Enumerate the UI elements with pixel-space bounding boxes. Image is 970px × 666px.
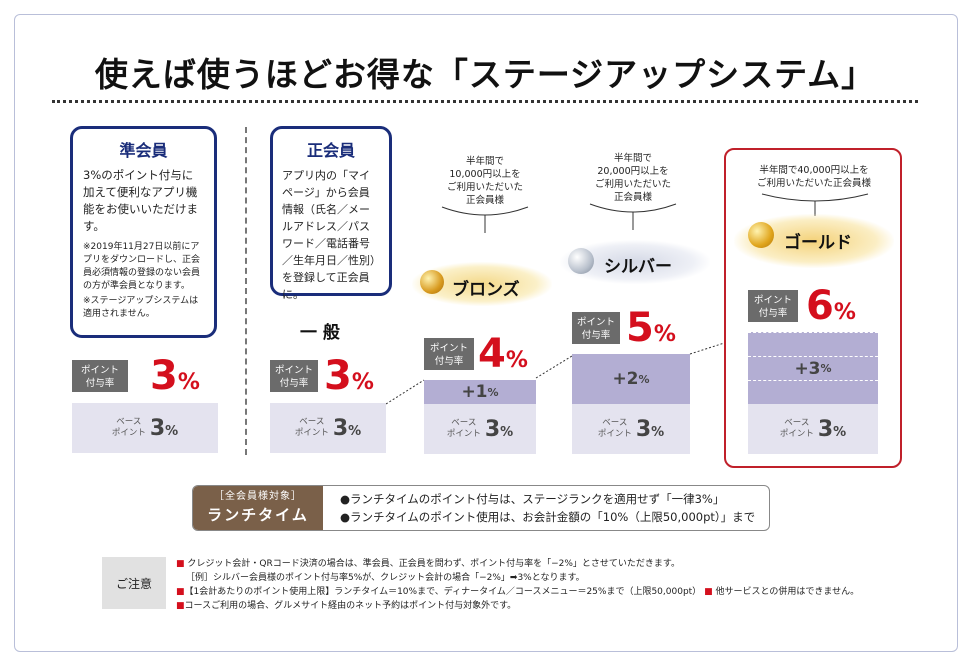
silver-tier-name: シルバー: [604, 257, 672, 277]
bronze-base-bar: ベース ポイント 3%: [424, 404, 536, 454]
silver-base-bar: ベース ポイント 3%: [572, 404, 690, 454]
bronze-rate-value: 4%: [478, 331, 528, 377]
general-base-bar: ベース ポイント 3%: [270, 403, 386, 453]
lunch-tag-scope: ［全会員様対象］: [214, 491, 302, 502]
gold-tier-name: ゴールド: [784, 233, 852, 253]
title-divider: [52, 100, 918, 103]
bronze-requirement-bracket: [441, 206, 529, 233]
general-tier-label: 一 般: [300, 323, 340, 343]
regular-info-box: 正会員 アプリ内の「マイページ」から会員情報（氏名／メールアドレス／パスワード／…: [270, 126, 392, 301]
associate-note-1: ※2019年11月27日以前にアプリをダウンロードし、正会員必須情報の登録のない…: [83, 242, 201, 291]
associate-rate-value: 3%: [150, 353, 200, 399]
silver-bonus-bar: +2%: [572, 354, 690, 404]
associate-note-2: ※ステージアップシステムは適用されません。: [83, 296, 199, 319]
gold-rate-label: ポイント 付与率: [748, 290, 798, 322]
lunch-tag: ［全会員様対象］ ランチタイム: [193, 486, 323, 530]
gold-bonus-bar: +3%: [748, 332, 878, 404]
regular-heading: 正会員: [306, 141, 355, 160]
caution-item-2: ■【1会計あたりのポイント使用上限】ランチタイム＝10%まで、ディナータイム／コ…: [176, 587, 860, 597]
bronze-requirement: 半年間で 10,000円以上を ご利用いただいた 正会員様: [446, 156, 523, 206]
gold-bonus-divider-1: [748, 356, 878, 357]
gold-rate-value: 6%: [806, 283, 856, 329]
bronze-tier-name: ブロンズ: [452, 280, 520, 300]
lunch-rule-grant: ●ランチタイムのポイント付与は、ステージランクを適用せず「一律3%」: [340, 492, 725, 506]
caution-list: ■ クレジット会計・QRコード決済の場合は、準会員、正会員を問わず、ポイント付与…: [176, 557, 859, 613]
silver-rate-value: 5%: [626, 305, 676, 351]
bronze-rate-label: ポイント 付与率: [424, 338, 474, 370]
lunch-rule-use: ●ランチタイムのポイント使用は、お会計金額の「10%（上限50,000pt）」ま…: [340, 510, 756, 524]
general-rate-label: ポイント 付与率: [270, 360, 318, 392]
gold-medal-icon: [748, 222, 774, 248]
silver-requirement: 半年間で 20,000円以上を ご利用いただいた 正会員様: [594, 153, 671, 203]
associate-heading: 準会員: [119, 141, 168, 160]
associate-base-bar: ベース ポイント 3%: [72, 403, 218, 453]
caution-label: ご注意: [102, 557, 166, 609]
bronze-bonus-bar: +1%: [424, 380, 536, 404]
associate-rate-label: ポイント 付与率: [72, 360, 128, 392]
associate-description: 3%のポイント付与に加えて便利なアプリ機能をお使いいただけます。: [83, 168, 198, 233]
bronze-medal-icon: [420, 270, 444, 294]
gold-bonus-divider-2: [748, 380, 878, 381]
gold-requirement-bracket: [761, 193, 869, 216]
section-divider: [245, 127, 247, 455]
stage-step-connectors: [386, 340, 736, 405]
general-rate-value: 3%: [324, 353, 374, 399]
lunch-rules: ●ランチタイムのポイント付与は、ステージランクを適用せず「一律3%」 ●ランチタ…: [340, 490, 755, 526]
regular-description: アプリ内の「マイページ」から会員情報（氏名／メールアドレス／パスワード／電話番号…: [282, 169, 376, 301]
lunch-section: [192, 485, 770, 531]
caution-item-3: ■コースご利用の場合、グルメサイト経由のネット予約はポイント付与対象外です。: [176, 601, 517, 611]
lunch-tag-title: ランチタイム: [207, 506, 309, 524]
page-title: 使えば使うほどお得な「ステージアップシステム」: [94, 55, 876, 94]
silver-requirement-bracket: [589, 203, 677, 230]
silver-rate-label: ポイント 付与率: [572, 312, 620, 344]
silver-medal-icon: [568, 248, 594, 274]
associate-info-box: 準会員 3%のポイント付与に加えて便利なアプリ機能をお使いいただけます。 ※20…: [70, 126, 217, 338]
gold-base-bar: ベース ポイント 3%: [748, 404, 878, 454]
caution-item-1-example: ［例］シルバー会員様のポイント付与率5%が、クレジット会計の場合「−2%」➡3%…: [186, 573, 585, 583]
caution-item-1: ■ クレジット会計・QRコード決済の場合は、準会員、正会員を問わず、ポイント付与…: [176, 559, 681, 569]
gold-requirement: 半年間で40,000円以上を ご利用いただいた正会員様: [756, 165, 871, 189]
